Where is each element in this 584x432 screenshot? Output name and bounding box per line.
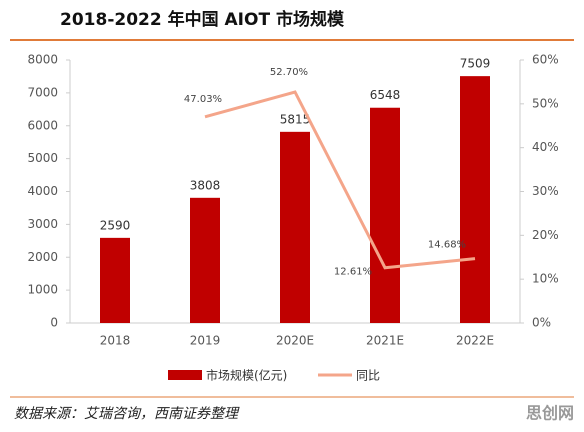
y2-tick-label: 50% [532,96,559,110]
line-value-label: 14.68% [428,240,466,251]
x-tick-label: 2018 [100,334,131,348]
legend-label: 同比 [356,369,380,383]
line-value-label: 52.70% [270,67,308,78]
y2-tick-label: 40% [532,140,559,154]
bar-value-label: 5815 [280,112,311,126]
chart-title: 2018-2022 年中国 AIOT 市场规模 [60,9,345,30]
bar [190,197,220,323]
bar-value-label: 2590 [100,218,131,232]
line-value-label: 47.03% [184,94,222,105]
bar [460,76,490,323]
legend-label: 市场规模(亿元) [206,368,287,383]
bar-value-label: 6548 [370,88,401,102]
x-tick-label: 2022E [456,334,494,348]
y-tick-label: 3000 [27,217,58,231]
y-tick-label: 2000 [27,250,58,264]
y-tick-label: 7000 [27,85,58,99]
bar [280,131,310,323]
line [204,90,476,270]
y2-tick-label: 10% [532,272,559,286]
bar-value-label: 3808 [190,178,221,192]
y-tick-label: 0 [50,316,58,330]
source-note: 数据来源：艾瑞咨询，西南证券整理 [14,406,240,422]
y2-tick-label: 20% [532,228,559,242]
legend-swatch [168,370,202,380]
x-tick-label: 2019 [190,334,221,348]
x-tick-label: 2020E [276,334,314,348]
x-tick-label: 2021E [366,334,404,348]
y-tick-label: 6000 [27,118,58,132]
bar-value-label: 7509 [460,57,491,71]
y2-tick-label: 60% [532,53,559,67]
watermark: 思创网 [526,404,574,423]
y-tick-label: 4000 [27,184,58,198]
y-tick-label: 1000 [27,283,58,297]
y-tick-label: 8000 [27,53,58,67]
line-value-label: 12.61% [334,267,372,278]
y2-tick-label: 0% [532,316,551,330]
bar [100,237,130,323]
bar [370,107,400,323]
y-tick-label: 5000 [27,151,58,165]
y2-tick-label: 30% [532,184,559,198]
